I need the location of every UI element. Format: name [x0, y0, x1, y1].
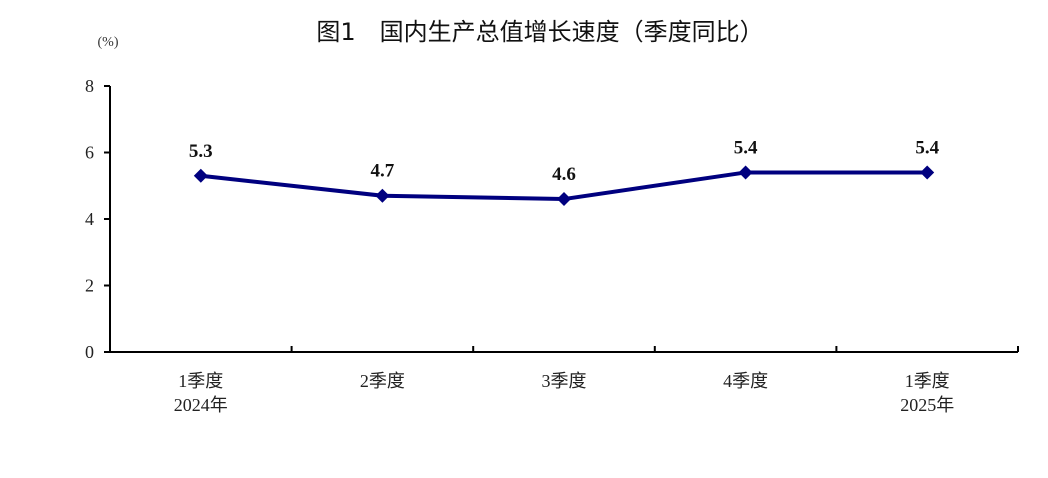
- data-label: 4.6: [552, 164, 576, 185]
- x-tick-label: 3季度: [542, 371, 587, 391]
- x-tick-label: 2025年: [900, 395, 954, 415]
- x-tick-label: 1季度: [905, 371, 950, 391]
- data-label: 5.4: [915, 137, 939, 158]
- x-tick-label: 2季度: [360, 371, 405, 391]
- y-tick-label: 8: [85, 76, 94, 96]
- data-label: 5.3: [189, 141, 213, 162]
- data-point-marker: [193, 168, 208, 183]
- y-tick-label: 6: [85, 143, 94, 163]
- data-point-marker: [375, 188, 390, 203]
- y-tick-label: 4: [85, 209, 94, 229]
- x-tick-label: 1季度: [178, 371, 223, 391]
- y-tick-label: 0: [85, 342, 94, 362]
- data-point-marker: [557, 192, 571, 207]
- data-label: 4.7: [371, 161, 395, 182]
- chart-title: 图1 国内生产总值增长速度（季度同比）: [316, 18, 763, 46]
- data-point-marker: [738, 165, 753, 180]
- data-point-marker: [920, 165, 935, 180]
- x-tick-label: 4季度: [723, 371, 768, 391]
- data-label: 5.4: [734, 137, 758, 158]
- x-tick-label: 2024年: [174, 395, 228, 415]
- y-axis-unit: (%): [98, 35, 119, 50]
- y-tick-label: 2: [85, 276, 94, 296]
